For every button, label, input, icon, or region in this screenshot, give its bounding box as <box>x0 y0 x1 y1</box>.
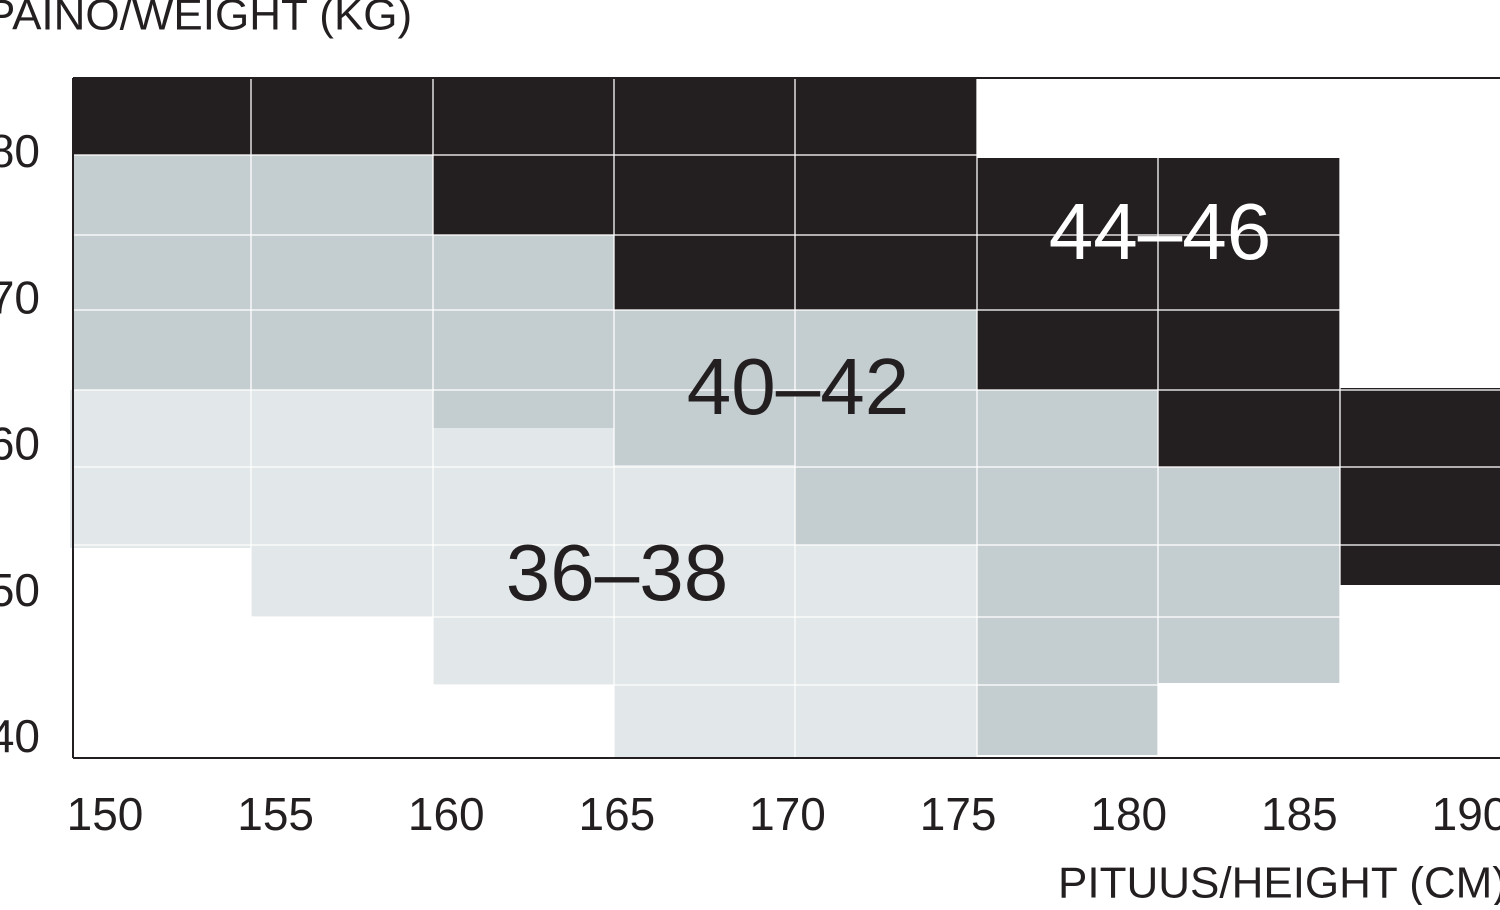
x-tick-label: 150 <box>67 788 144 840</box>
region-label: 36–38 <box>506 528 728 617</box>
cell-lines <box>73 78 1500 757</box>
y-tick-label: 50 <box>0 564 40 616</box>
region-cell <box>433 235 614 428</box>
region-cell <box>433 428 614 685</box>
region-cell <box>1158 467 1340 683</box>
region-cell <box>1158 158 1340 467</box>
region-cell <box>977 390 1158 755</box>
region-cell <box>73 155 433 390</box>
region-cell <box>433 155 977 235</box>
x-tick-label: 180 <box>1090 788 1167 840</box>
region-cell <box>70 390 251 548</box>
x-tick-label: 155 <box>237 788 314 840</box>
region-cell <box>73 78 977 155</box>
region-cell <box>251 390 433 617</box>
region-cell <box>614 465 795 757</box>
x-tick-label: 170 <box>749 788 826 840</box>
x-tick-label: 160 <box>408 788 485 840</box>
x-axis-title: PITUUS/HEIGHT (CM) <box>1058 859 1500 905</box>
y-axis-title: PAINO/WEIGHT (KG) <box>0 0 412 40</box>
y-tick-label: 80 <box>0 125 40 177</box>
region-cell <box>1340 388 1500 585</box>
y-tick-label: 40 <box>0 710 40 762</box>
x-tick-label: 165 <box>579 788 656 840</box>
region-label: 40–42 <box>687 342 909 431</box>
y-tick-label: 70 <box>0 271 40 323</box>
region-cell <box>795 545 977 757</box>
regions <box>70 78 1500 757</box>
y-tick-label: 60 <box>0 418 40 470</box>
region-cell <box>795 310 977 545</box>
x-tick-label: 190 <box>1432 788 1500 840</box>
x-tick-label: 175 <box>920 788 997 840</box>
region-label: 44–46 <box>1049 187 1271 276</box>
x-tick-label: 185 <box>1261 788 1338 840</box>
region-cell <box>614 310 795 465</box>
region-cell <box>977 158 1158 390</box>
frame <box>72 77 1500 759</box>
